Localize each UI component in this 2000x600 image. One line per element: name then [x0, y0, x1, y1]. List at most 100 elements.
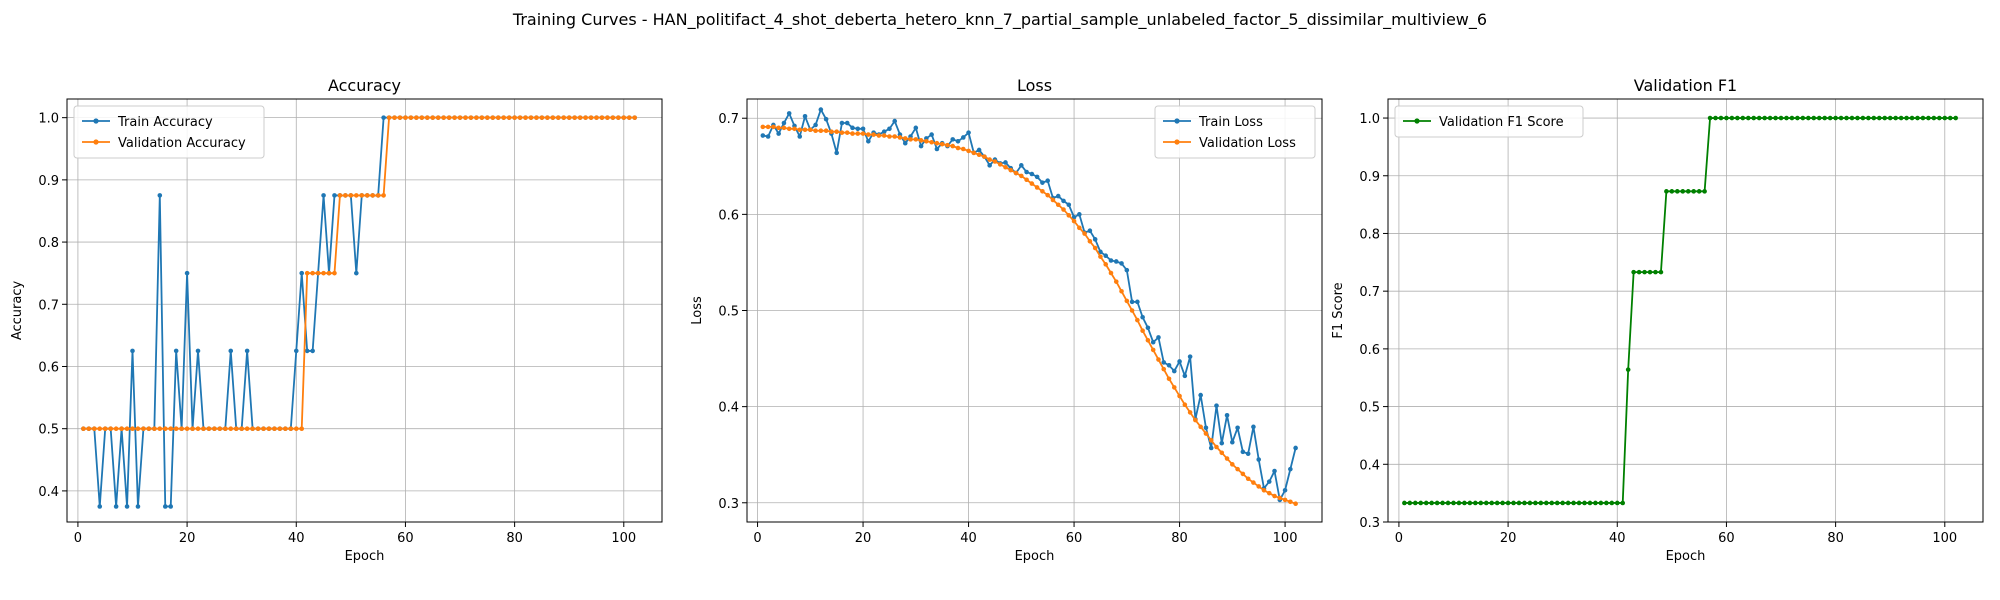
f1-data-point: [1741, 116, 1746, 121]
f1-data-point: [1560, 501, 1565, 506]
loss-data-point: [1246, 476, 1251, 481]
f1-data-point: [1566, 501, 1571, 506]
loss-data-point: [1109, 271, 1114, 276]
accuracy-data-point: [174, 349, 179, 354]
loss-data-point: [1262, 488, 1267, 493]
loss-x-tick-label: 20: [855, 531, 872, 546]
accuracy-data-point: [245, 349, 250, 354]
accuracy-data-point: [349, 193, 354, 198]
f1-data-point: [1953, 116, 1958, 121]
f1-data-point: [1462, 501, 1467, 506]
accuracy-data-point: [130, 349, 135, 354]
f1-x-tick-label: 60: [1718, 531, 1735, 546]
loss-data-point: [1098, 254, 1103, 259]
accuracy-data-point: [289, 426, 294, 431]
loss-data-point: [771, 125, 776, 130]
loss-data-point: [808, 127, 813, 132]
figure-title: Training Curves - HAN_politifact_4_shot_…: [512, 10, 1487, 30]
accuracy-data-point: [332, 271, 337, 276]
accuracy-data-point: [87, 426, 92, 431]
accuracy-data-point: [168, 504, 173, 509]
f1-data-point: [1659, 270, 1664, 275]
f1-data-point: [1948, 116, 1953, 121]
loss-data-point: [1082, 231, 1087, 236]
loss-legend-label: Train Loss: [1198, 115, 1263, 130]
accuracy-data-point: [529, 115, 534, 120]
f1-data-point: [1724, 116, 1729, 121]
f1-data-point: [1489, 501, 1494, 506]
loss-data-point: [1225, 456, 1230, 461]
f1-data-point: [1691, 189, 1696, 194]
f1-y-tick-label: 0.4: [1359, 458, 1380, 473]
loss-data-point: [908, 137, 913, 142]
f1-data-point: [1451, 501, 1456, 506]
f1-data-point: [1642, 270, 1647, 275]
accuracy-data-point: [196, 349, 201, 354]
loss-data-point: [1183, 402, 1188, 407]
f1-data-point: [1697, 189, 1702, 194]
loss-data-point: [824, 128, 829, 133]
accuracy-data-point: [201, 426, 206, 431]
accuracy-data-point: [228, 426, 233, 431]
loss-data-point: [766, 125, 771, 130]
accuracy-x-tick-label: 0: [74, 531, 82, 546]
loss-data-point: [1151, 340, 1156, 345]
loss-data-point: [961, 135, 966, 140]
loss-data-point: [1024, 177, 1029, 182]
accuracy-data-point: [485, 115, 490, 120]
accuracy-data-point: [365, 193, 370, 198]
f1-data-point: [1408, 501, 1413, 506]
loss-data-point: [1283, 498, 1288, 503]
loss-data-point: [776, 131, 781, 136]
accuracy-y-tick-label: 0.5: [38, 423, 59, 438]
f1-data-point: [1719, 116, 1724, 121]
f1-data-point: [1801, 116, 1806, 121]
f1-data-point: [1844, 116, 1849, 121]
accuracy-data-point: [125, 504, 130, 509]
loss-data-point: [919, 138, 924, 143]
f1-data-point: [1615, 501, 1620, 506]
f1-data-point: [1473, 501, 1478, 506]
loss-data-point: [1056, 202, 1061, 207]
accuracy-data-point: [299, 271, 304, 276]
accuracy-data-point: [392, 115, 397, 120]
f1-data-point: [1915, 116, 1920, 121]
f1-y-tick-label: 0.9: [1359, 170, 1380, 185]
accuracy-data-point: [381, 115, 386, 120]
accuracy-data-point: [141, 426, 146, 431]
loss-data-point: [761, 133, 766, 138]
accuracy-data-point: [136, 504, 141, 509]
accuracy-data-point: [294, 426, 299, 431]
f1-data-point: [1440, 501, 1445, 506]
loss-data-point: [1024, 170, 1029, 175]
f1-data-point: [1872, 116, 1877, 121]
loss-data-point: [1267, 479, 1272, 484]
loss-data-point: [1103, 262, 1108, 267]
accuracy-data-point: [403, 115, 408, 120]
accuracy-legend-marker: [93, 118, 98, 123]
accuracy-y-tick-label: 0.4: [38, 485, 59, 500]
f1-data-point: [1762, 116, 1767, 121]
loss-data-point: [1272, 469, 1277, 474]
accuracy-data-point: [452, 115, 457, 120]
accuracy-data-point: [218, 426, 223, 431]
accuracy-y-tick-label: 1.0: [38, 112, 59, 127]
accuracy-legend-marker: [93, 139, 98, 144]
accuracy-data-point: [512, 115, 517, 120]
accuracy-data-point: [425, 115, 430, 120]
f1-data-point: [1418, 501, 1423, 506]
accuracy-data-point: [305, 349, 310, 354]
f1-data-point: [1686, 189, 1691, 194]
loss-data-point: [892, 119, 897, 124]
f1-data-point: [1768, 116, 1773, 121]
loss-data-point: [1219, 441, 1224, 446]
accuracy-data-point: [567, 115, 572, 120]
loss-data-point: [1061, 199, 1066, 204]
loss-data-point: [1272, 494, 1277, 499]
loss-y-axis-label: Loss: [690, 296, 705, 325]
loss-data-point: [1135, 318, 1140, 323]
loss-data-point: [834, 151, 839, 156]
loss-data-point: [761, 125, 766, 130]
loss-data-point: [1119, 289, 1124, 294]
f1-data-point: [1402, 501, 1407, 506]
